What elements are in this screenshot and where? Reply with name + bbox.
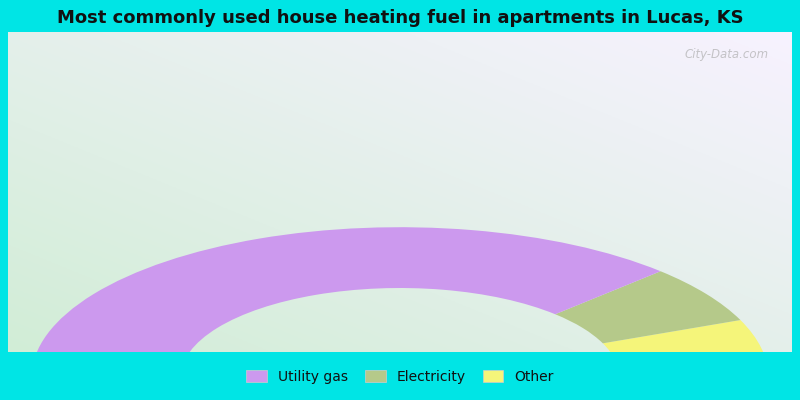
Wedge shape — [603, 320, 769, 378]
Wedge shape — [31, 227, 661, 378]
Legend: Utility gas, Electricity, Other: Utility gas, Electricity, Other — [241, 364, 559, 389]
Text: City-Data.com: City-Data.com — [684, 48, 769, 61]
Text: Most commonly used house heating fuel in apartments in Lucas, KS: Most commonly used house heating fuel in… — [57, 9, 743, 27]
Wedge shape — [555, 271, 741, 343]
